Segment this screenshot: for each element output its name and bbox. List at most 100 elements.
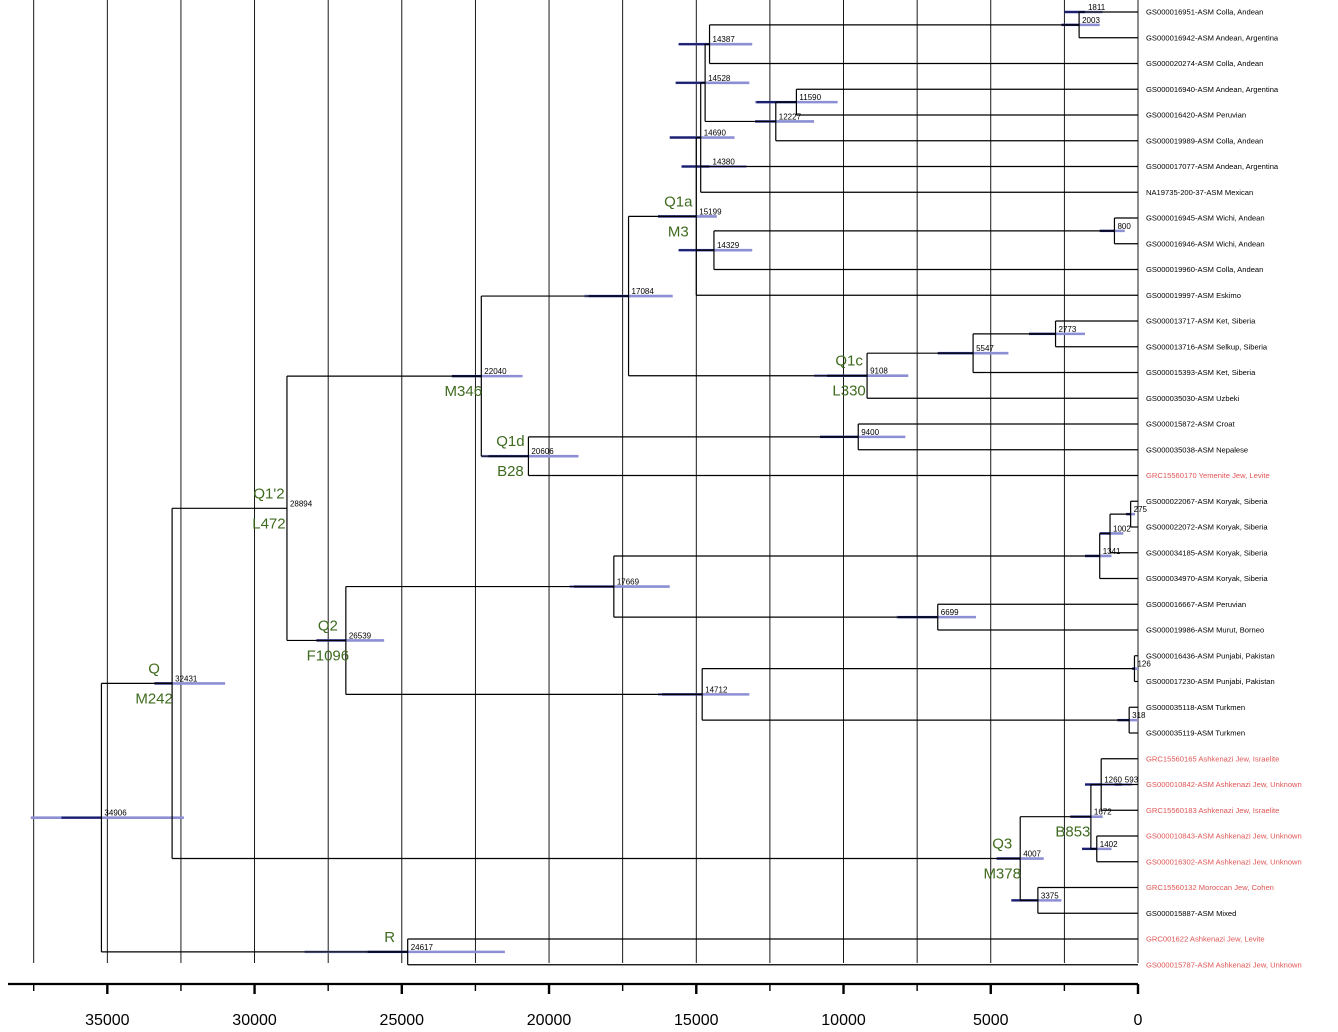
leaf-label: GS000016951-ASM Colla, Andean [1146,8,1263,17]
haplogroup-marker: M378 [983,866,1021,883]
leaf-label: GS000019986-ASM Murut, Borneo [1146,626,1264,635]
node-age-label: 24617 [411,943,434,952]
node-age-label: 4007 [1023,850,1041,859]
node-age-label: 275 [1134,505,1148,514]
axis-tick-label: 25000 [380,1012,425,1029]
node-age-label: 1402 [1100,840,1118,849]
node-age-label: 9400 [861,428,879,437]
leaf-label: GS000016946-ASM Wichi, Andean [1146,239,1265,248]
haplogroup-name: Q [148,660,160,677]
leaf-label: GS000013717-ASM Ket, Siberia [1146,317,1256,326]
leaf-label: GS000022072-ASM Koryak, Siberia [1146,523,1268,532]
leaf-label: GS000015887-ASM Mixed [1146,909,1236,918]
axis-tick-label: 20000 [527,1012,572,1029]
leaf-label: GS000010843-ASM Ashkenazi Jew, Unknown [1146,832,1302,841]
haplogroup-name: Q3 [992,836,1012,853]
haplogroup-marker: M242 [135,690,173,707]
axis-tick-label: 30000 [232,1012,277,1029]
leaf-label: GS000016942-ASM Andean, Argentina [1146,33,1279,42]
leaf-label: GS000015393-ASM Ket, Siberia [1146,368,1256,377]
node-age-label: 9108 [870,367,888,376]
tree-branches [100,11,1138,966]
haplogroup-marker: M3 [668,223,689,240]
leaf-label: GRC15560132 Moroccan Jew, Cohen [1146,883,1274,892]
node-age-label: 14329 [717,241,740,250]
node-age-label: 32431 [175,674,198,683]
node-age-label: 22040 [484,367,507,376]
node-age-label: 14380 [713,158,736,167]
node-age-label: 34906 [104,809,127,818]
leaf-label: GRC15560170 Yemenite Jew, Levite [1146,471,1270,480]
haplogroup-name: R [384,929,395,946]
node-age-label: 12227 [779,112,802,121]
node-age-label: 17669 [617,578,640,587]
leaf-label: GRC001622 Ashkenazi Jew, Levite [1146,935,1265,944]
leaf-label: GS000016945-ASM Wichi, Andean [1146,214,1265,223]
node-age-label: 2773 [1059,325,1077,334]
node-age-label: 11590 [799,93,821,102]
leaf-label: GRC15560165 Ashkenazi Jew, Israelite [1146,754,1279,763]
node-age-label: 17084 [632,287,655,296]
haplogroup-marker: B28 [497,463,524,480]
leaf-label: GS000015872-ASM Croat [1146,420,1236,429]
node-age-label: 14528 [708,74,731,83]
leaf-label: GS000017230-ASM Punjabi, Pakistan [1146,677,1275,686]
haplogroup-marker: L330 [832,383,865,400]
node-age-label: 14712 [705,685,728,694]
leaf-label: GS000016436-ASM Punjabi, Pakistan [1146,651,1275,660]
haplogroup-marker: B853 [1055,824,1090,841]
node-age-label: 3375 [1041,891,1059,900]
node-age-label: 5547 [976,344,994,353]
leaf-label: GS000015787-ASM Ashkenazi Jew, Unknown [1146,960,1302,969]
leaf-label: GS000035030-ASM Uzbeki [1146,394,1240,403]
axis-tick-label: 15000 [674,1012,719,1029]
confidence-bars [30,10,1138,954]
leaf-label: GS000019960-ASM Colla, Andean [1146,265,1263,274]
haplogroup-name: Q1c [835,353,863,370]
leaf-label: GS000022067-ASM Koryak, Siberia [1146,497,1268,506]
node-age-label: 318 [1132,711,1146,720]
node-age-labels: 34906 32431 28894 22040 17084 15199 14690 14528… [104,3,1151,952]
leaf-label: GS000035118-ASM Turkmen [1146,703,1245,712]
leaf-label: GRC15560183 Ashkenazi Jew, Israelite [1146,806,1279,815]
node-age-label: 1341 [1103,547,1121,556]
node-age-label: 126 [1137,660,1151,669]
node-age-label: 20606 [531,447,554,456]
leaf-label: GS000016302-ASM Ashkenazi Jew, Unknown [1146,857,1302,866]
node-age-label: 15199 [699,207,722,216]
grid-lines [33,0,1139,963]
node-age-label: 1260 [1104,776,1122,785]
leaf-label: GS000035119-ASM Turkmen [1146,729,1245,738]
leaf-label: GS000034970-ASM Koryak, Siberia [1146,574,1268,583]
node-age-label: 14387 [713,35,736,44]
haplogroup-name: Q1d [496,433,524,450]
leaf-label: GS000010842-ASM Ashkenazi Jew, Unknown [1146,780,1302,789]
haplogroup-labels: Q M242 Q1'2 L472 M346 Q1a M3 Q1c L330 Q1d B28 Q2 F10… [135,193,1090,945]
leaf-label: GS000017077-ASM Andean, Argentina [1146,162,1279,171]
node-age-label: 28894 [290,499,313,508]
haplogroup-marker: M346 [445,383,483,400]
haplogroup-marker: F1096 [307,647,350,664]
haplogroup-marker: L472 [252,515,285,532]
leaf-label: GS000016940-ASM Andean, Argentina [1146,85,1279,94]
leaf-label: GS000016420-ASM Peruvian [1146,111,1246,120]
node-age-label: 26539 [349,631,372,640]
leaf-label: GS000013716-ASM Selkup, Siberia [1146,342,1268,351]
node-age-label: 6699 [941,608,959,617]
leaf-label: GS000035038-ASM Nepalese [1146,445,1248,454]
node-age-label: 14690 [704,129,727,138]
node-age-label: 2003 [1082,16,1100,25]
axis-tick-label: 0 [1134,1012,1143,1029]
leaf-label: GS000019989-ASM Colla, Andean [1146,136,1263,145]
leaf-label: GS000016667-ASM Peruvian [1146,600,1246,609]
leaf-label: GS000019997-ASM Eskimo [1146,291,1241,300]
node-age-label: 800 [1117,222,1131,231]
haplogroup-name: Q1'2 [253,485,284,502]
axis-tick-label: 10000 [821,1012,866,1029]
axis-tick-label: 35000 [85,1012,130,1029]
leaf-labels: GS000016951-ASM Colla, Andean GS000016942… [1146,8,1302,970]
haplogroup-name: Q1a [664,193,693,210]
leaf-label: GS000034185-ASM Koryak, Siberia [1146,548,1268,557]
node-age-label: 1811 [1088,3,1106,12]
